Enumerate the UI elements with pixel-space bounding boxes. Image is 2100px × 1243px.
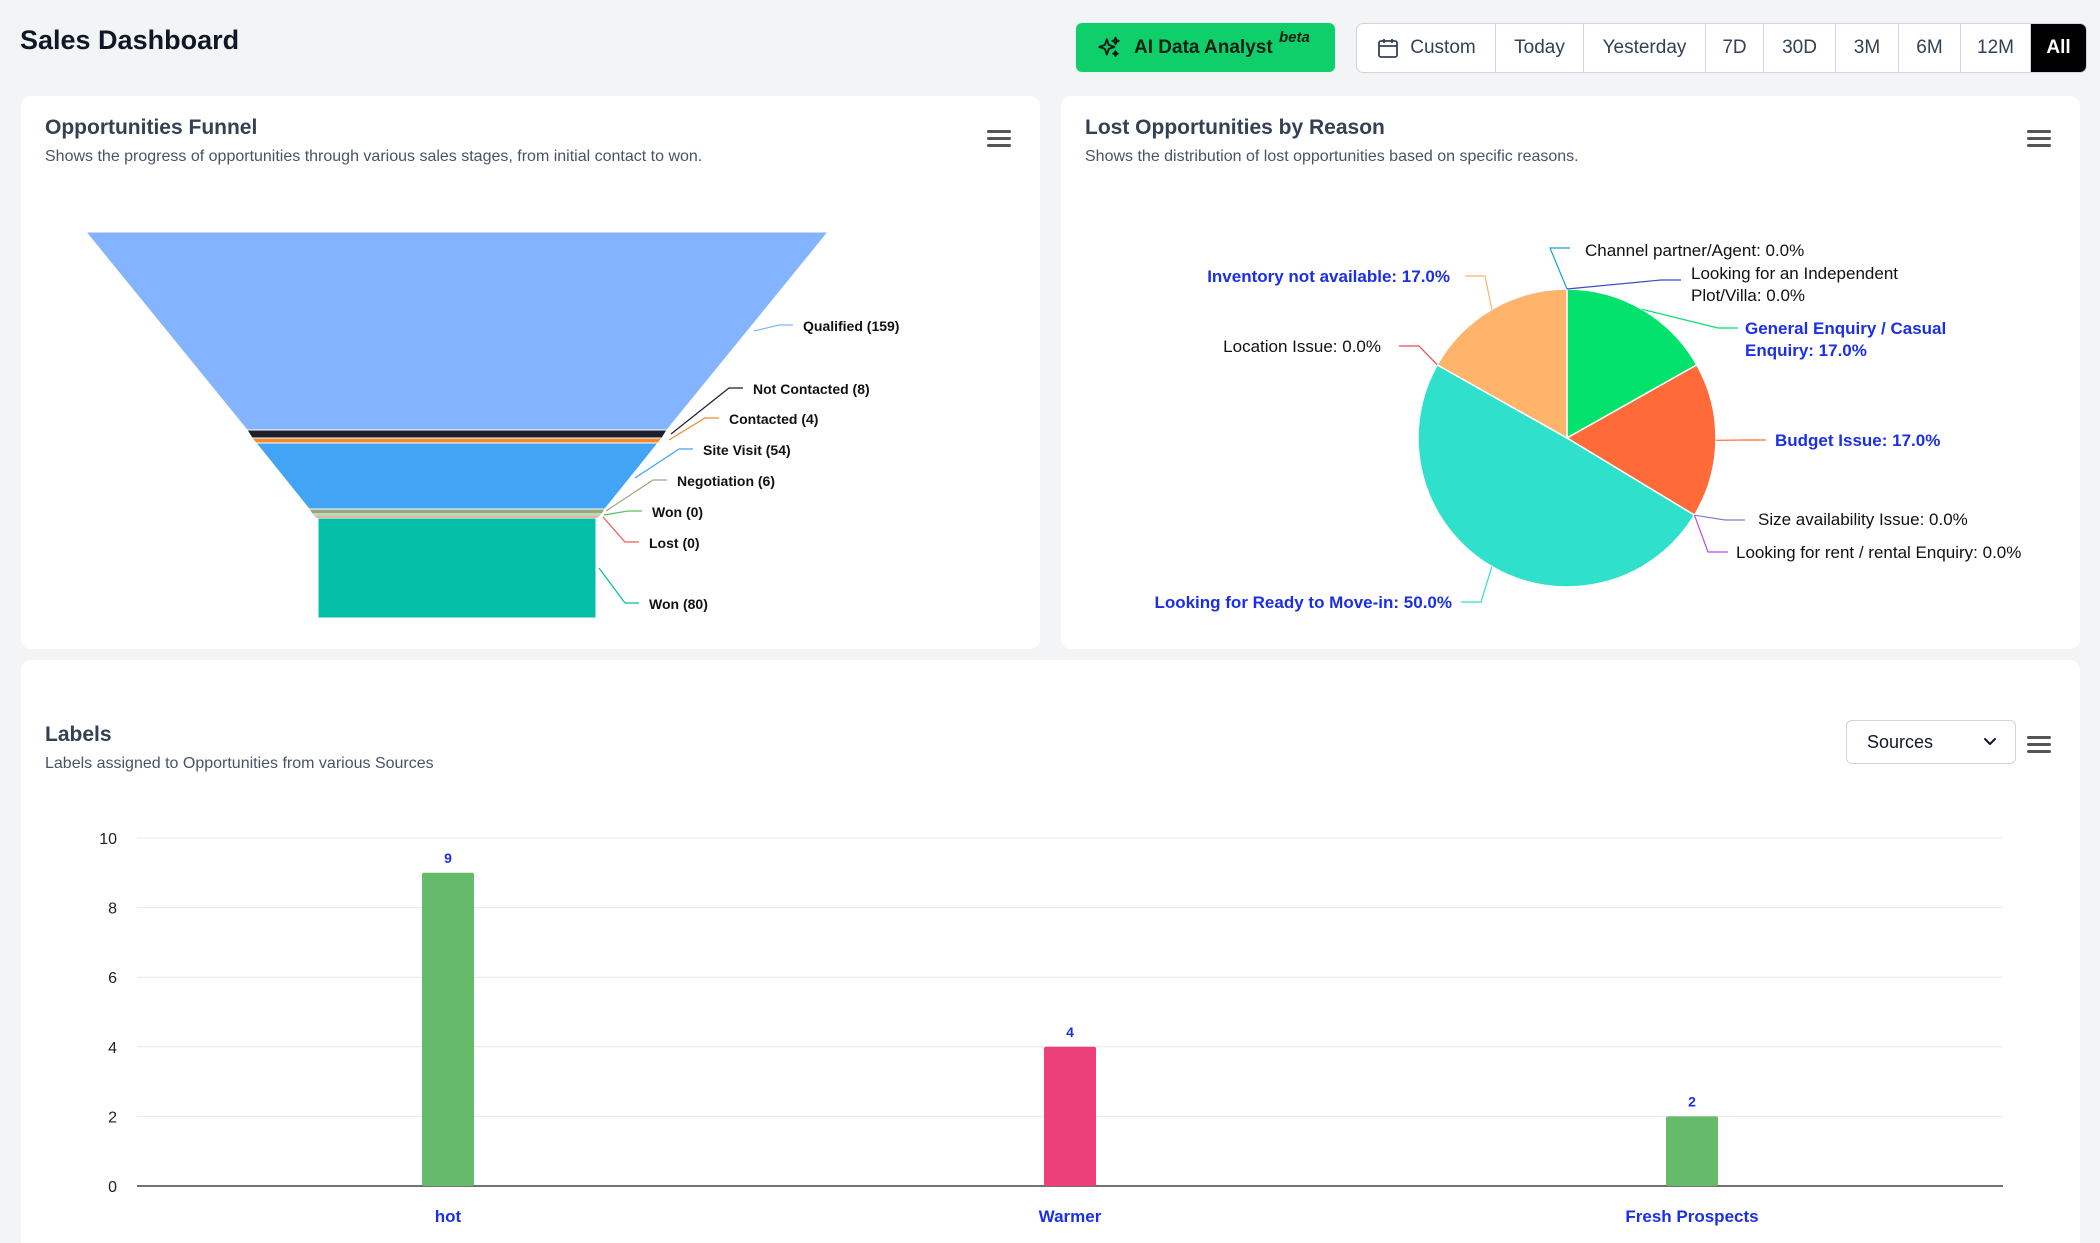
funnel-stage-label: Won (0) [652,504,703,520]
ai-data-analyst-button[interactable]: AI Data Analyst beta [1076,23,1335,72]
pie-slice [1565,363,1717,517]
funnel-stage-label: Site Visit (54) [703,442,791,458]
funnel-stage-label: Won (80) [649,596,708,612]
range-yesterday-button[interactable]: Yesterday [1584,24,1706,72]
range-7d-button[interactable]: 7D [1706,24,1764,72]
funnel-connector [668,417,719,441]
sources-select[interactable]: Sources [1846,720,2016,764]
sparkles-icon [1098,36,1120,57]
pie-slice-label: Channel partner/Agent: 0.0% [1585,241,1804,260]
range-custom-button[interactable]: Custom [1357,24,1496,72]
funnel-stage [254,442,660,510]
bar-value-label: 4 [1066,1024,1074,1040]
funnel-stage-label: Lost (0) [649,535,700,551]
pie-slice-label: Looking for Ready to Move-in: 50.0% [1154,593,1452,612]
labels-card-title: Labels [45,723,112,746]
funnel-connector [605,479,667,512]
funnel-stage-label: Not Contacted (8) [753,381,870,397]
x-tick-label: Warmer [1039,1207,1102,1226]
funnel-stage [84,231,830,431]
bar [1666,1116,1718,1186]
pie-connector [1694,514,1745,521]
bar-value-label: 2 [1688,1093,1696,1109]
pie-slice-label: Location Issue: 0.0% [1223,337,1381,356]
date-range-selector: Custom Today Yesterday 7D 30D 3M 6M 12M … [1356,23,2087,73]
bar-value-label: 9 [444,850,452,866]
range-today-button[interactable]: Today [1496,24,1584,72]
pie-card-title: Lost Opportunities by Reason [1085,116,1385,139]
hamburger-menu-icon[interactable] [2027,736,2051,756]
sources-select-value: Sources [1867,731,1934,752]
labels-bar-chart: 0 2 4 6 8 10 9 hot 4 Warmer 2 Fresh Prospects [99,831,2003,1226]
bar [1044,1046,1096,1186]
y-tick-label: 0 [108,1179,117,1196]
funnel-stage [250,437,664,444]
y-tick-label: 2 [108,1109,117,1126]
pie-connector [1549,247,1570,290]
pie-slice-label: Looking for rent / rental Enquiry: 0.0% [1736,543,2021,562]
pie-slice [1417,363,1696,588]
calendar-icon [1378,39,1399,58]
pie-chart: Channel partner/Agent: 0.0% Looking for a… [1154,241,2021,612]
funnel-connector [598,567,639,604]
bar [422,872,474,1186]
funnel-stage [246,429,668,439]
pie-connector [1465,275,1493,310]
funnel-connector [602,516,639,543]
funnel-card-subtitle: Shows the progress of opportunities thro… [45,148,703,165]
y-tick-label: 6 [108,970,117,987]
funnel-card-title: Opportunities Funnel [45,116,258,139]
range-all-button[interactable]: All [2031,24,2086,72]
funnel-connector [634,448,693,479]
pie-slice-label: Inventory not available: 17.0% [1207,267,1450,286]
lost-opportunities-card: Lost Opportunities by Reason Shows the d… [1061,96,2080,649]
x-tick-label: Fresh Prospects [1625,1207,1758,1226]
pie-slice-label: Budget Issue: 17.0% [1775,431,1940,450]
pie-connector [1693,514,1728,553]
hamburger-menu-icon[interactable] [2027,130,2051,150]
funnel-connector [753,324,793,332]
ai-button-label: AI Data Analyst [1134,36,1273,58]
funnel-stage-label: Contacted (4) [729,411,818,427]
funnel-connector [603,510,642,516]
range-3m-button[interactable]: 3M [1836,24,1899,72]
page-title: Sales Dashboard [20,25,240,55]
funnel-stage [308,508,606,515]
range-12m-button[interactable]: 12M [1961,24,2031,72]
pie-connector [1399,345,1438,366]
hamburger-menu-icon[interactable] [987,130,1011,150]
pie-connector [1642,308,1738,329]
labels-card-subtitle: Labels assigned to Opportunities from va… [45,755,434,772]
pie-slice-label: Size availability Issue: 0.0% [1758,510,1968,529]
y-tick-label: 8 [108,901,117,918]
opportunities-funnel-card: Opportunities Funnel Shows the progress … [21,96,1040,649]
chevron-down-icon [1984,738,1996,745]
x-tick-label: hot [435,1207,462,1226]
range-30d-button[interactable]: 30D [1764,24,1836,72]
funnel-connector [670,387,743,435]
funnel-stage-label: Negotiation (6) [677,473,775,489]
labels-card: Labels Labels assigned to Opportunities … [21,660,2080,1243]
range-6m-button[interactable]: 6M [1899,24,1961,72]
beta-badge: beta [1279,29,1310,46]
pie-connector [1461,566,1493,603]
y-tick-label: 4 [108,1040,117,1057]
funnel-stage-label: Qualified (159) [803,318,899,334]
pie-connector [1566,279,1681,290]
funnel-chart: Qualified (159) Not Contacted (8) Contacte… [84,231,899,619]
pie-slice-label: Looking for an Independent Plot/Villa: 0.… [1691,264,1898,305]
range-custom-label: Custom [1410,37,1476,58]
pie-card-subtitle: Shows the distribution of lost opportuni… [1085,148,1579,165]
funnel-stage [317,517,597,619]
y-tick-label: 10 [99,831,117,848]
pie-slice [1566,288,1698,440]
pie-slice [1436,288,1568,440]
pie-slice-label: General Enquiry / Casual Enquiry: 17.0% [1745,319,1946,360]
